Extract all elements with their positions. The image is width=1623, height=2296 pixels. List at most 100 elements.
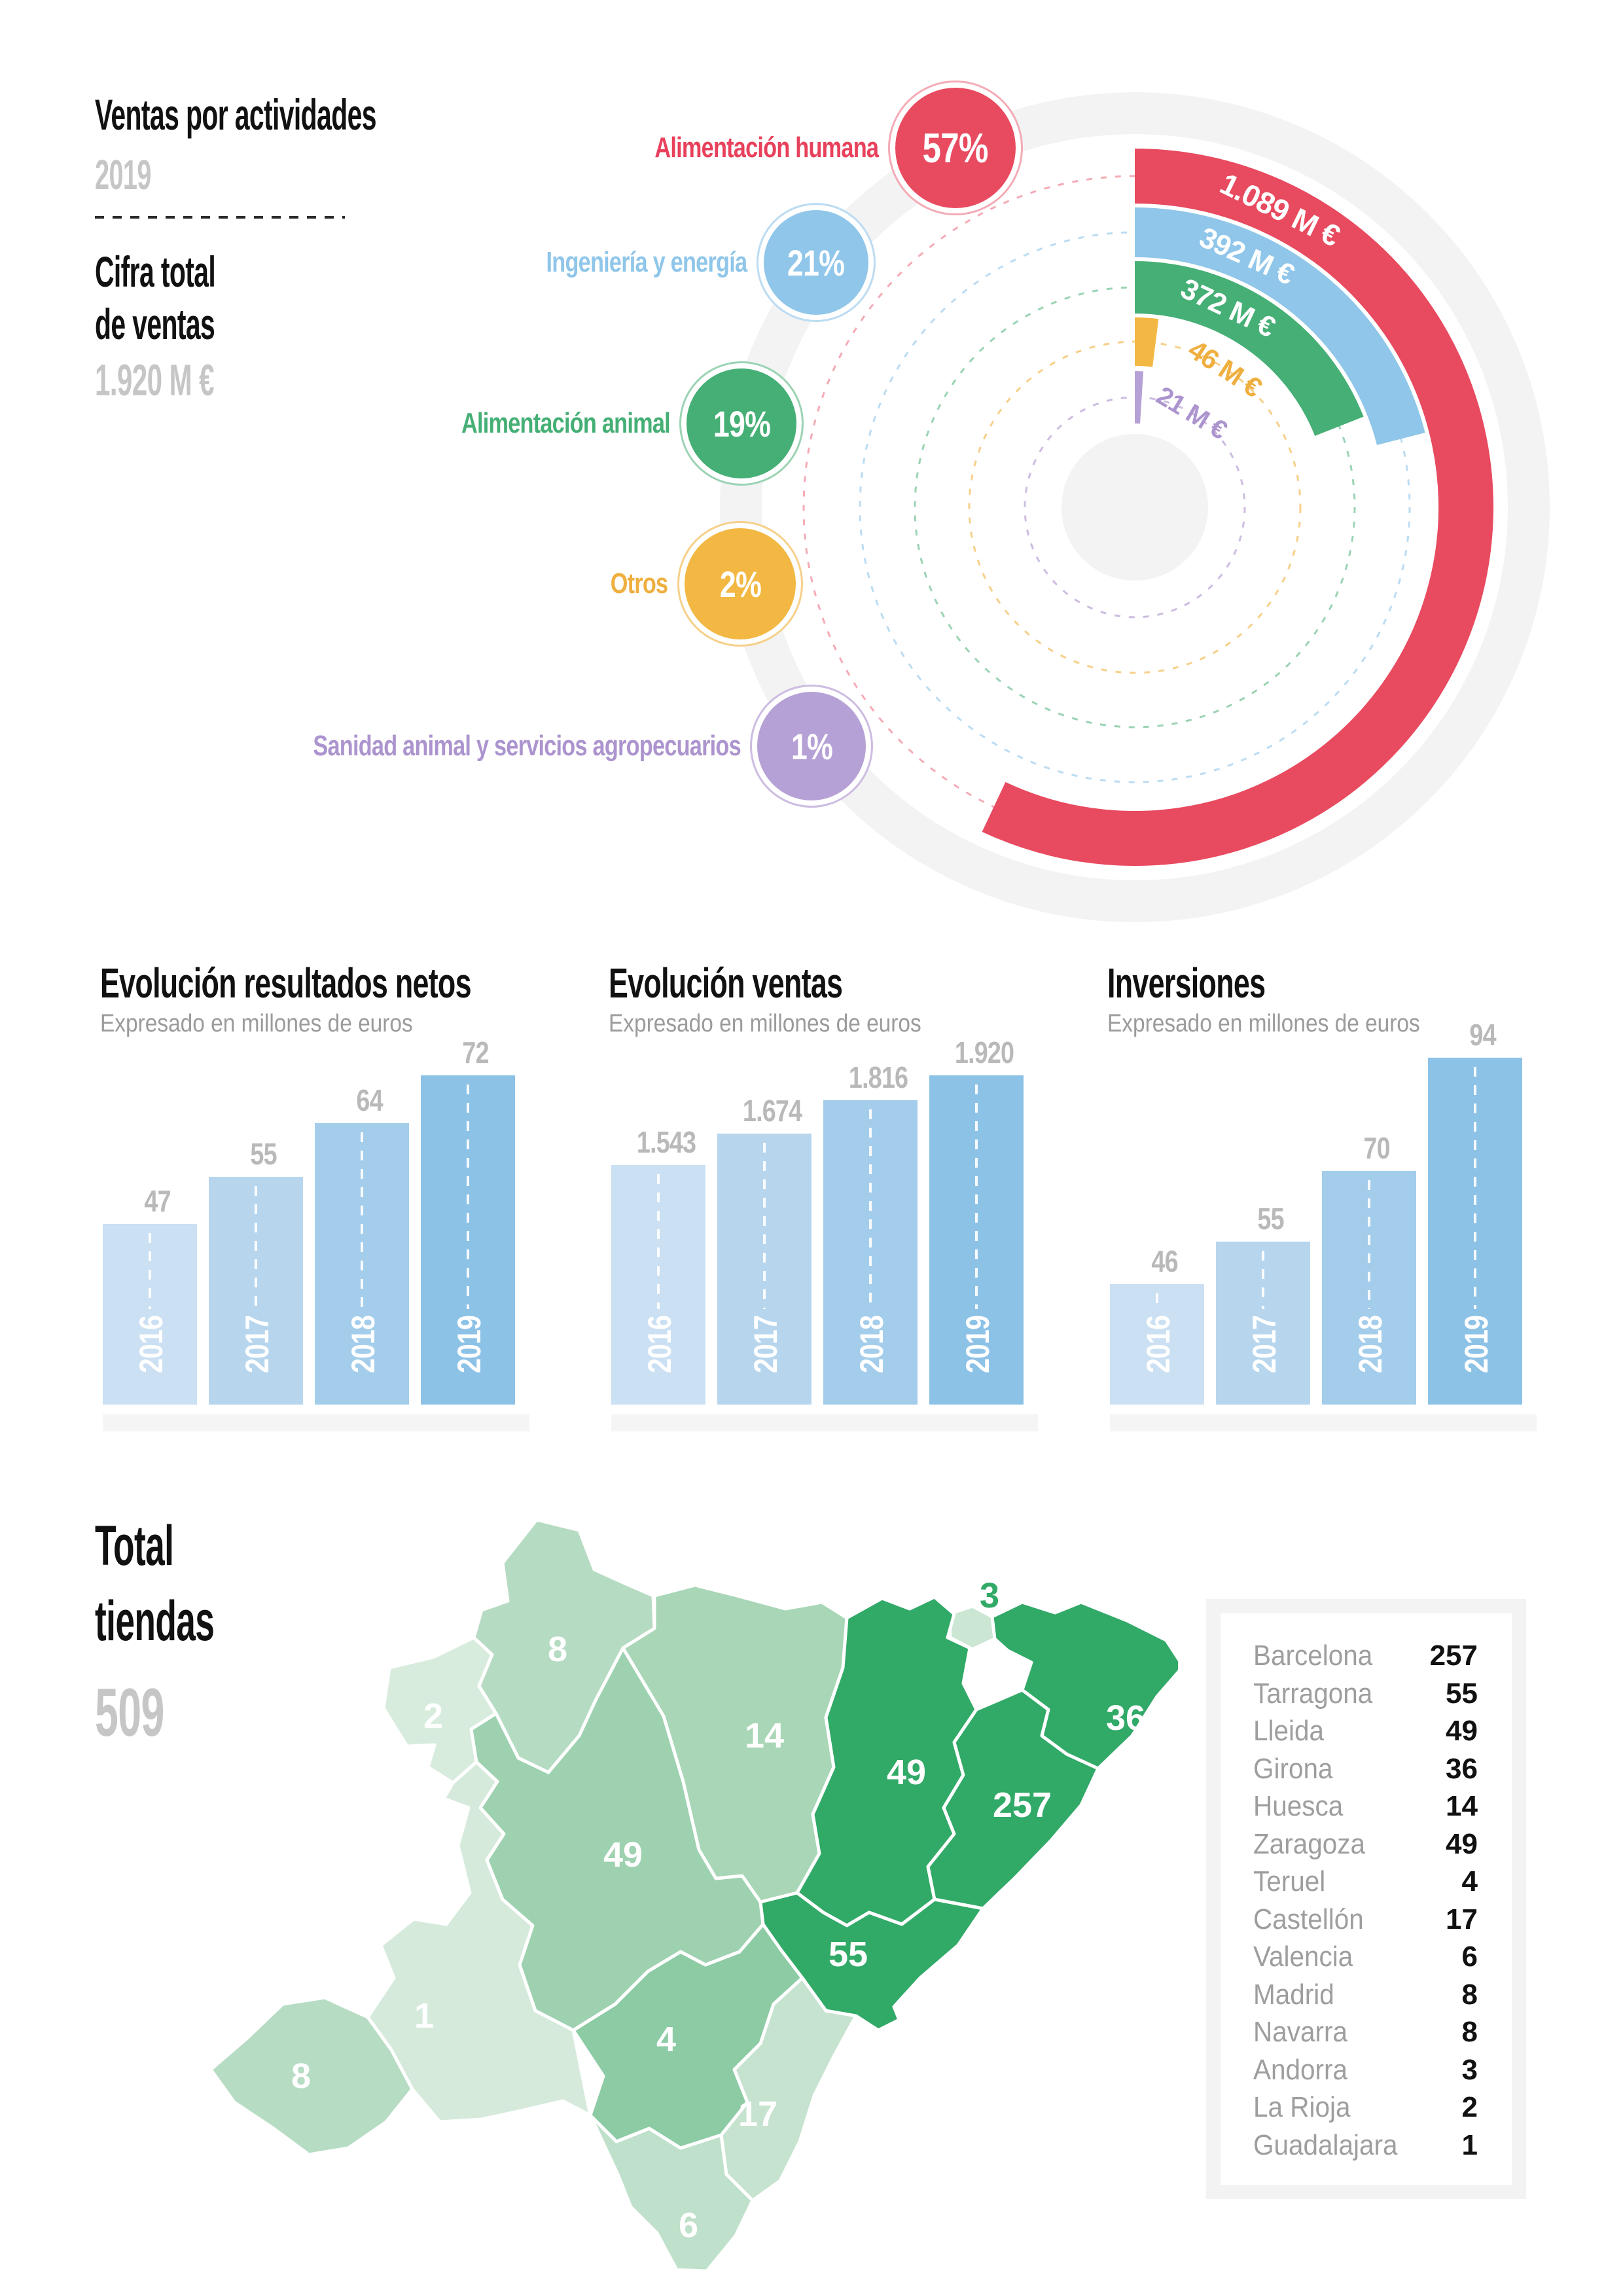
legend-row-La Rioja: La Rioja 2: [1253, 2091, 1478, 2129]
legend-province-name: Navarra: [1253, 2016, 1356, 2049]
bar-2016: [1110, 1284, 1204, 1405]
pct-bubble-value: 19%: [713, 403, 771, 444]
legend-province-name: Teruel: [1253, 1865, 1332, 1898]
map-value-Andorra: 3: [980, 1576, 999, 1615]
legend-province-name-text: Andorra: [1253, 2053, 1348, 2086]
legend-province-name-text: Tarragona: [1253, 1677, 1373, 1710]
bar-year-label: 2016: [1140, 1316, 1177, 1373]
chart-inversiones: Inversiones Expresado en millones de eur…: [1107, 959, 1552, 1463]
map-region-Tarragona: [758, 1891, 985, 2032]
legend-province-name-text: La Rioja: [1253, 2091, 1351, 2123]
chart-title: Evolución ventas: [609, 960, 843, 1007]
baseline-strip: [1110, 1414, 1537, 1431]
stores-map: 1 8 2 6 17 8 4 49 14 3 49 257 55 36: [196, 1492, 1185, 2291]
pct-bubble-2: 19%: [687, 368, 797, 479]
legend-province-name: Tarragona: [1253, 1677, 1383, 1710]
map-region-Girona: [990, 1600, 1185, 1770]
total-sales-label-1: Cifra total: [95, 247, 216, 296]
map-value-Zaragoza: 49: [603, 1835, 643, 1874]
bar-value-label: 70: [1311, 1130, 1442, 1166]
bar-year-label: 2017: [1246, 1316, 1283, 1373]
background-ring: [720, 92, 1550, 922]
bar-2017: [209, 1177, 303, 1405]
total-sales-value: 1.920 M €: [95, 355, 215, 405]
legend-row-Teruel: Teruel 4: [1253, 1865, 1478, 1903]
bar-value-label: 1.920: [919, 1035, 1050, 1070]
bar-value-label: 47: [92, 1183, 223, 1219]
bar-value-text: 47: [144, 1184, 171, 1218]
bar-center-dash: [1474, 1067, 1476, 1309]
legend-row-Valencia: Valencia 6: [1253, 1941, 1478, 1979]
total-sales-label-2: de ventas: [95, 300, 215, 348]
baseline-strip: [103, 1414, 529, 1431]
map-value-Lleida: 49: [887, 1753, 926, 1792]
stores-legend-list: Barcelona 257 Tarragona 55 Lleida 49 Girona 36 H…: [1221, 1613, 1512, 2185]
center-disc: [1061, 434, 1208, 581]
bar-year-label: 2018: [853, 1316, 890, 1373]
map-value-La Rioja: 2: [423, 1696, 443, 1736]
pct-bubble-3: 2%: [685, 528, 796, 640]
legend-province-name: Huesca: [1253, 1790, 1351, 1823]
chart-subtitle: Expresado en millones de euros: [609, 1010, 921, 1037]
bar-value-text: 46: [1151, 1244, 1179, 1278]
bar-year-label: 2018: [1352, 1316, 1389, 1373]
bar-value-text: 1.920: [954, 1035, 1014, 1069]
map-value-Guadalajara: 1: [414, 1996, 434, 2036]
legend-row-Andorra: Andorra 3: [1253, 2054, 1478, 2092]
bar-year-label: 2017: [239, 1316, 276, 1373]
legend-province-name-text: Navarra: [1253, 2016, 1347, 2048]
bar-value-text: 94: [1469, 1018, 1497, 1052]
legend-province-name: Zaragoza: [1253, 1828, 1375, 1861]
legend-province-name: Lleida: [1253, 1715, 1330, 1748]
bar-value-label: 55: [198, 1136, 329, 1172]
legend-province-value: 17: [1446, 1903, 1478, 1935]
legend-province-value: 49: [1446, 1827, 1478, 1860]
category-label-1: Ingeniería y energía: [490, 246, 747, 279]
category-label-text: Alimentación animal: [461, 407, 670, 440]
bar-value-text: 64: [356, 1083, 383, 1117]
bar-value-label: 46: [1099, 1244, 1230, 1279]
legend-row-Castellón: Castellón 17: [1253, 1903, 1478, 1941]
radial-arc-1: [1134, 207, 1425, 446]
bar-year-label: 2016: [133, 1316, 169, 1373]
pct-bubble-value: 57%: [922, 124, 989, 171]
bar-year-label: 2018: [345, 1316, 382, 1373]
category-label-text: Otros: [610, 567, 668, 600]
bar-value-label: 64: [304, 1083, 435, 1118]
pct-bubble-value: 21%: [787, 242, 845, 283]
legend-province-value: 49: [1446, 1715, 1478, 1747]
bar-year-label: 2019: [959, 1316, 996, 1373]
activity-radial-chart: 1.089 M €392 M €372 M €46 M €21 M €57% Al…: [0, 0, 1623, 982]
bar-center-dash: [657, 1174, 660, 1309]
legend-province-name-text: Guadalajara: [1253, 2128, 1398, 2161]
legend-province-name: Barcelona: [1253, 1640, 1383, 1672]
stores-title-2: tiendas: [95, 1590, 215, 1653]
bar-year-label: 2019: [451, 1316, 488, 1373]
map-region-Madrid: [209, 1996, 414, 2157]
category-label-0: Alimentación humana: [592, 131, 879, 164]
map-value-Navarra: 8: [548, 1630, 567, 1669]
legend-province-name-text: Girona: [1253, 1752, 1333, 1785]
bar-center-dash: [975, 1085, 978, 1309]
legend-province-value: 55: [1446, 1677, 1478, 1710]
legend-row-Barcelona: Barcelona 257: [1253, 1640, 1478, 1677]
bar-value-label: 72: [410, 1035, 541, 1070]
bar-center-dash: [1262, 1251, 1264, 1309]
bar-2018: [1322, 1171, 1416, 1405]
bar-center-dash: [255, 1186, 257, 1309]
pct-bubble-value: 1%: [791, 725, 833, 767]
baseline-strip: [611, 1414, 1038, 1431]
legend-province-name: Valencia: [1253, 1941, 1362, 1973]
category-label-text: Ingeniería y energía: [546, 246, 747, 279]
legend-province-name: Andorra: [1253, 2054, 1356, 2087]
category-label-2: Alimentación animal: [402, 407, 670, 440]
map-value-Valencia: 6: [679, 2206, 698, 2245]
category-label-text: Alimentación humana: [654, 131, 879, 164]
legend-province-value: 36: [1446, 1752, 1478, 1785]
radial-arc-3: [1134, 317, 1159, 367]
legend-row-Zaragoza: Zaragoza 49: [1253, 1828, 1478, 1866]
map-value-Girona: 36: [1106, 1698, 1145, 1738]
bar-value-label: 1.543: [601, 1124, 732, 1160]
pct-bubble-1: 21%: [763, 210, 868, 315]
dashed-guide-circle: [1024, 396, 1246, 619]
